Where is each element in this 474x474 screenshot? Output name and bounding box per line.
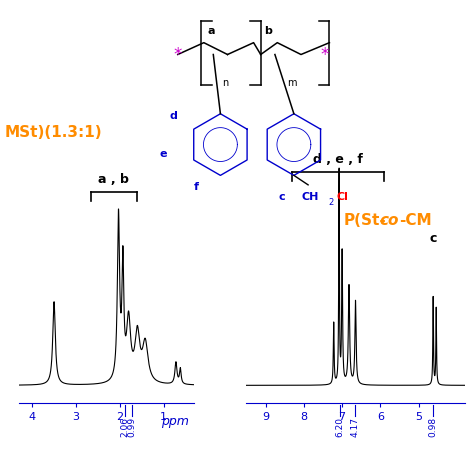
Text: d: d <box>169 111 177 121</box>
Text: c: c <box>279 191 285 202</box>
Text: 4.17: 4.17 <box>351 417 360 437</box>
Text: m: m <box>287 78 296 88</box>
Text: 2: 2 <box>328 199 334 207</box>
Text: c: c <box>429 232 437 245</box>
Text: e: e <box>160 149 167 159</box>
Text: 0.99: 0.99 <box>128 417 137 438</box>
Text: a: a <box>207 26 215 36</box>
Text: Cl: Cl <box>337 191 349 202</box>
Text: MSt)(1.3:1): MSt)(1.3:1) <box>5 125 102 140</box>
Text: n: n <box>222 78 228 88</box>
Text: ppm: ppm <box>162 415 189 428</box>
Text: P(St-: P(St- <box>344 213 386 228</box>
Text: 6.20: 6.20 <box>336 417 345 437</box>
Text: 0.98: 0.98 <box>428 417 438 438</box>
Text: co: co <box>379 213 399 228</box>
Text: CH: CH <box>302 191 319 202</box>
Text: a , b: a , b <box>98 173 128 186</box>
Text: *: * <box>320 46 329 64</box>
Text: 2.06: 2.06 <box>120 417 129 437</box>
Text: b: b <box>264 26 272 36</box>
Text: d , e , f: d , e , f <box>313 153 363 166</box>
Text: f: f <box>194 182 199 192</box>
Text: *: * <box>173 46 182 64</box>
Text: -CM: -CM <box>399 213 432 228</box>
